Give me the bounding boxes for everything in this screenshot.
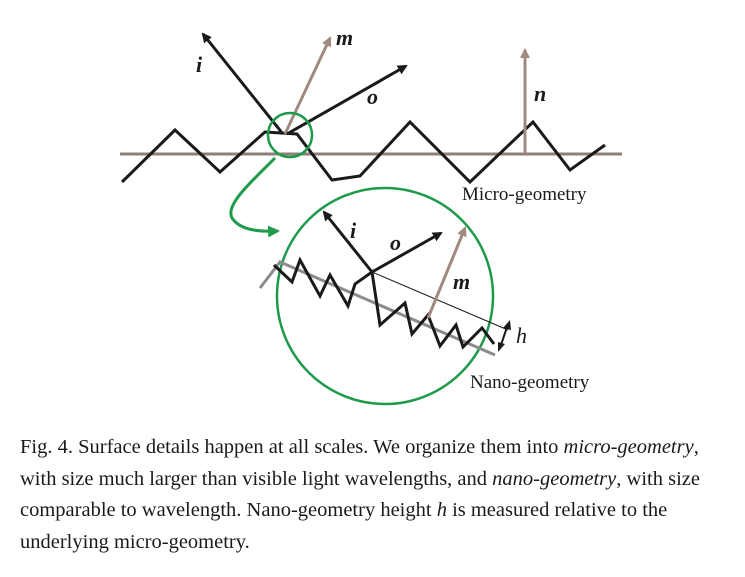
incident-vector-i [201,32,285,135]
caption-mid: , with size much larger than visible lig… [20,436,699,490]
label-nano-geometry: Nano-geometry [470,372,590,393]
surface-scales-figure: i m o n Micro-geometry i o m h Nano-geom… [120,25,622,406]
label-o-top: o [367,84,378,109]
zoom-source-circle [266,111,314,159]
label-m-zoom: m [453,269,470,294]
outgoing-vector-o [286,64,408,136]
caption-micro-term: micro-geometry [563,436,694,458]
micro-geometry-profile [120,119,606,185]
nano-top-guide [371,271,509,331]
label-n-top: n [534,81,546,106]
caption-suffix: is measured relative to the underlying m… [20,499,668,553]
microfacet-normal-m-zoom [426,226,467,319]
incident-vector-i-zoom [322,210,374,273]
label-micro-geometry: Micro-geometry [462,184,587,205]
nano-geometry-profile [272,256,496,350]
label-h: h [516,323,527,348]
caption-nano-term: nano-geometry [492,467,617,490]
caption-h-term: h [436,499,447,521]
label-m-top: m [336,25,353,50]
height-marker-tip-bottom [498,342,505,352]
caption-mid2: , with size comparable to wavelength. Na… [20,467,700,522]
height-marker-tip-top [503,320,511,330]
outgoing-vector-o-zoom [371,231,443,274]
nano-underlying-line [258,260,496,357]
label-i-zoom: i [350,218,357,243]
label-i-top: i [196,52,203,77]
figure-caption: Fig. 4. Surface details happen at all sc… [20,432,732,558]
label-o-zoom: o [390,230,401,255]
caption-prefix: Fig. 4. Surface details happen at all sc… [20,436,564,458]
zoom-detail-circle [275,186,495,406]
microfacet-normal-m [283,36,332,135]
zoom-connector-arrow [229,156,280,238]
